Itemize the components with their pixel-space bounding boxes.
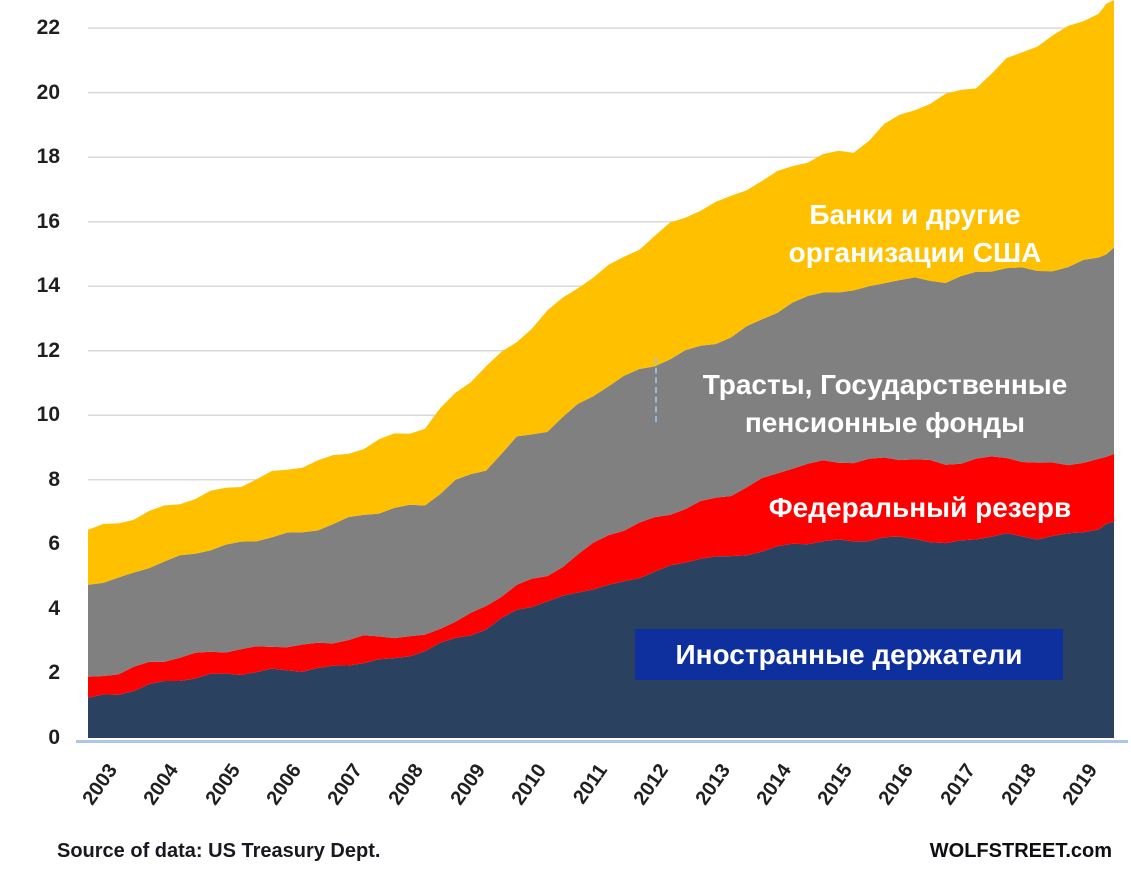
y-tick-16: 16 <box>36 210 60 233</box>
y-tick-14: 14 <box>36 274 60 297</box>
wolfstreet-brand: WOLFSTREET.com <box>929 840 1112 862</box>
y-tick-20: 20 <box>36 81 60 104</box>
area-series-3 <box>88 0 1114 585</box>
label-foreign-holders: Иностранные держатели <box>675 638 1023 670</box>
y-tick-10: 10 <box>36 403 60 426</box>
y-tick-4: 4 <box>48 597 60 620</box>
category-axis-line <box>76 740 1128 743</box>
stray-dashed-mark <box>655 358 657 422</box>
area-series-2 <box>88 247 1114 677</box>
label-banks-us-institutions: Банки и другие организации США <box>690 196 1131 272</box>
y-tick-8: 8 <box>48 468 60 491</box>
label-banks-line1: Банки и другие <box>809 199 1021 230</box>
y-tick-22: 22 <box>36 16 60 39</box>
label-banks-line2: организации США <box>788 237 1042 268</box>
y-tick-12: 12 <box>36 339 60 362</box>
y-tick-0: 0 <box>48 726 60 749</box>
data-source-note: Source of data: US Treasury Dept. <box>57 840 381 862</box>
area-series-0 <box>88 521 1114 738</box>
y-tick-6: 6 <box>48 532 60 555</box>
label-trusts-line1: Трасты, Государственные <box>702 369 1068 400</box>
area-series-1 <box>88 454 1114 698</box>
label-trusts-pension-funds: Трасты, Государственные пенсионные фонды <box>640 366 1130 442</box>
label-federal-reserve: Федеральный резерв <box>768 492 1072 523</box>
label-trusts-line2: пенсионные фонды <box>744 407 1026 438</box>
y-tick-18: 18 <box>36 145 60 168</box>
foreign-holders-box: Иностранные держатели <box>635 629 1063 680</box>
y-tick-2: 2 <box>48 661 60 684</box>
